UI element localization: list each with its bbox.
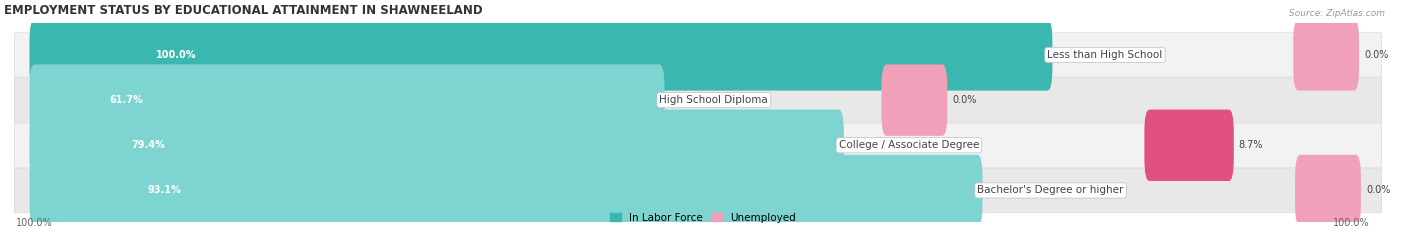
Text: 0.0%: 0.0% (1364, 50, 1389, 60)
Text: EMPLOYMENT STATUS BY EDUCATIONAL ATTAINMENT IN SHAWNEELAND: EMPLOYMENT STATUS BY EDUCATIONAL ATTAINM… (4, 3, 482, 17)
FancyBboxPatch shape (30, 155, 983, 226)
FancyBboxPatch shape (14, 78, 1382, 122)
Text: Source: ZipAtlas.com: Source: ZipAtlas.com (1289, 9, 1385, 18)
FancyBboxPatch shape (30, 64, 665, 136)
Text: 93.1%: 93.1% (148, 185, 181, 195)
Text: High School Diploma: High School Diploma (659, 95, 768, 105)
Text: 100.0%: 100.0% (1333, 219, 1369, 229)
Text: 100.0%: 100.0% (156, 50, 197, 60)
Text: 100.0%: 100.0% (17, 219, 53, 229)
FancyBboxPatch shape (1294, 19, 1360, 91)
Text: College / Associate Degree: College / Associate Degree (839, 140, 979, 150)
FancyBboxPatch shape (1295, 155, 1361, 226)
FancyBboxPatch shape (14, 123, 1382, 168)
Text: 0.0%: 0.0% (1367, 185, 1391, 195)
Text: 61.7%: 61.7% (110, 95, 143, 105)
FancyBboxPatch shape (882, 64, 948, 136)
Text: Less than High School: Less than High School (1047, 50, 1163, 60)
Text: 79.4%: 79.4% (131, 140, 165, 150)
Text: 8.7%: 8.7% (1239, 140, 1264, 150)
FancyBboxPatch shape (14, 168, 1382, 212)
Text: 0.0%: 0.0% (952, 95, 977, 105)
FancyBboxPatch shape (1144, 110, 1234, 181)
Text: Bachelor's Degree or higher: Bachelor's Degree or higher (977, 185, 1123, 195)
Legend: In Labor Force, Unemployed: In Labor Force, Unemployed (606, 209, 800, 227)
FancyBboxPatch shape (14, 33, 1382, 77)
FancyBboxPatch shape (30, 19, 1053, 91)
FancyBboxPatch shape (30, 110, 844, 181)
